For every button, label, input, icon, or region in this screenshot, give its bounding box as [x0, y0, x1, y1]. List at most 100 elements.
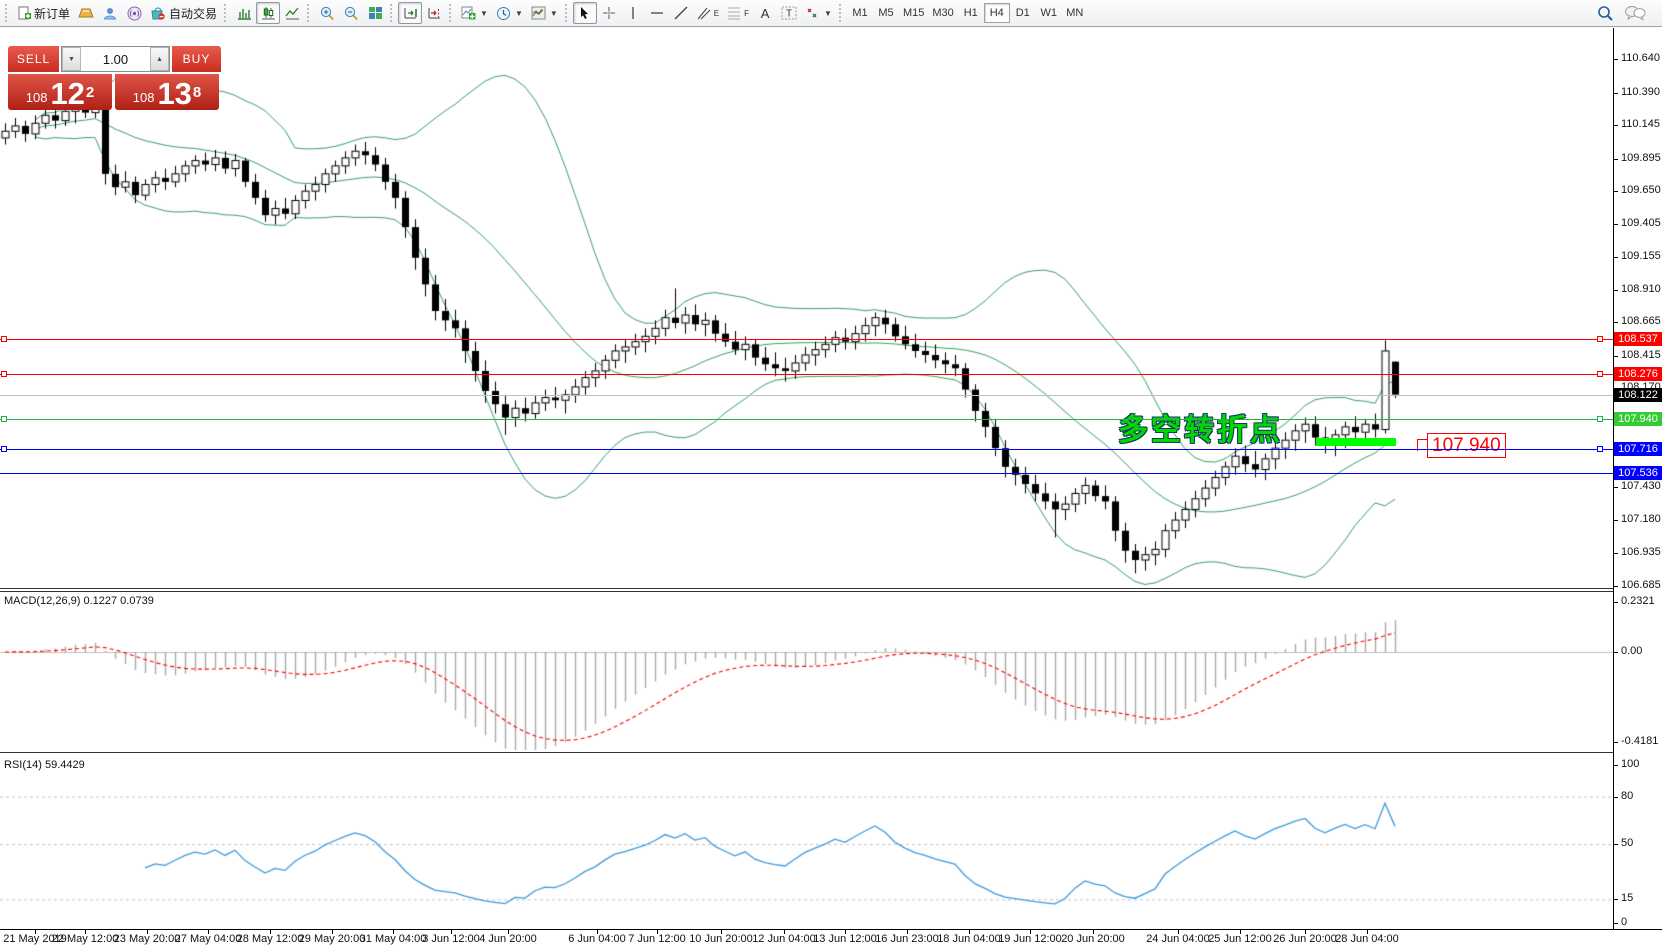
time-tick-mark: [784, 930, 785, 934]
sell-price-display[interactable]: 108 12 2: [8, 74, 112, 110]
new-order-button[interactable]: 新订单: [13, 2, 74, 24]
trendline-tool-button[interactable]: [669, 2, 693, 24]
bar-chart-icon: [237, 9, 251, 20]
new-order-icon: [18, 6, 31, 20]
vertical-line-tool-button[interactable]: [621, 2, 645, 24]
price-level-tag: 107.940: [1614, 411, 1662, 426]
line-handle[interactable]: [1, 336, 7, 343]
trendline-icon: [674, 6, 688, 20]
text-tool-button[interactable]: A: [753, 2, 777, 24]
buy-price-point: 8: [192, 84, 202, 101]
macd-tick-label: 0.00: [1621, 645, 1643, 657]
tile-windows-icon: [368, 7, 382, 19]
auto-trading-button[interactable]: 自动交易: [146, 2, 221, 24]
main-chart-canvas[interactable]: [0, 29, 1613, 588]
line-chart-icon: [285, 7, 299, 20]
horizontal-line-tool-button[interactable]: [645, 2, 669, 24]
tile-windows-button[interactable]: [363, 2, 387, 24]
line-handle[interactable]: [1597, 415, 1603, 422]
crosshair-tool-button[interactable]: [597, 2, 621, 24]
price-level-line[interactable]: [0, 472, 1613, 474]
price-level-line[interactable]: [0, 394, 1613, 396]
volume-input[interactable]: 1.00: [102, 51, 129, 67]
signal-button[interactable]: [122, 2, 146, 24]
timeframe-button-m5[interactable]: M5: [878, 7, 894, 19]
timeframe-button-mn[interactable]: MN: [1066, 7, 1084, 19]
auto-scroll-icon: [404, 8, 417, 19]
price-level-line[interactable]: [0, 374, 1613, 376]
price-tick-label: 106.935: [1621, 545, 1661, 558]
templates-button[interactable]: ▼: [527, 2, 562, 24]
zoom-in-button[interactable]: [315, 2, 339, 24]
buy-price-pips: 13: [157, 76, 192, 111]
gold-button[interactable]: [74, 2, 98, 24]
rsi-pane-canvas[interactable]: [0, 755, 1613, 929]
chart-shift-button[interactable]: [422, 2, 446, 24]
rsi-tick-label: 50: [1621, 837, 1634, 849]
timeframe-button-m15[interactable]: M15: [902, 7, 925, 19]
price-tick-label: 107.180: [1621, 513, 1661, 526]
macd-tick-mark: [1613, 602, 1618, 603]
channel-tool-letter: E: [713, 8, 720, 18]
line-chart-button[interactable]: [280, 2, 304, 24]
toolbar-grip: [449, 4, 454, 22]
price-level-line[interactable]: [0, 448, 1613, 450]
fibonacci-tool-button[interactable]: F: [723, 2, 753, 24]
dropdown-arrow-icon: ▼: [480, 8, 488, 18]
chat-icon[interactable]: [1624, 5, 1646, 21]
timeframe-button-h1[interactable]: H1: [963, 7, 978, 19]
dropdown-arrow-icon: ▼: [824, 8, 832, 18]
price-callout-label[interactable]: 107.940: [1427, 433, 1506, 458]
bar-chart-button[interactable]: [232, 2, 256, 24]
price-level-line[interactable]: [0, 418, 1613, 420]
price-tick-label: 110.145: [1621, 118, 1660, 131]
time-axis-label: 4 Jun 20:00: [479, 933, 537, 945]
line-handle[interactable]: [1, 371, 7, 378]
line-handle[interactable]: [1, 445, 7, 452]
community-button[interactable]: [98, 2, 122, 24]
time-tick-mark: [1178, 930, 1179, 934]
indicators-button[interactable]: ▼: [457, 2, 492, 24]
time-tick-mark: [1367, 930, 1368, 934]
search-icon[interactable]: [1597, 5, 1614, 22]
auto-scroll-button[interactable]: [398, 2, 423, 24]
timeframe-button-m1[interactable]: M1: [852, 7, 868, 19]
price-tick-mark: [1613, 125, 1618, 127]
time-axis-label: 7 Jun 12:00: [628, 933, 686, 945]
sell-button[interactable]: SELL: [8, 46, 59, 72]
buy-button[interactable]: BUY: [172, 46, 221, 72]
support-zone-rectangle[interactable]: [1316, 438, 1396, 446]
line-handle[interactable]: [1, 415, 7, 422]
macd-pane-canvas[interactable]: [0, 592, 1613, 752]
templates-icon: [531, 6, 546, 20]
time-tick-mark: [35, 930, 36, 934]
volume-increase-button[interactable]: ▲: [150, 47, 169, 71]
buy-price-display[interactable]: 108 13 8: [115, 74, 219, 110]
periods-button[interactable]: ▼: [492, 2, 527, 24]
auto-trading-label: 自动交易: [169, 6, 218, 21]
candlestick-chart-button[interactable]: [256, 2, 281, 24]
volume-decrease-button[interactable]: ▼: [62, 47, 81, 71]
price-axis-line: [1613, 28, 1614, 930]
gold-ingot-icon: [78, 8, 94, 18]
channel-tool-button[interactable]: E: [693, 2, 723, 24]
price-level-line[interactable]: [0, 339, 1613, 341]
line-handle[interactable]: [1597, 336, 1603, 343]
price-tick-mark: [1613, 223, 1618, 225]
crosshair-icon: [602, 7, 615, 19]
time-axis-label: 28 May 12:00: [236, 933, 304, 945]
chart-text-annotation[interactable]: 多空转折点: [1118, 414, 1283, 447]
line-handle[interactable]: [1597, 445, 1603, 452]
timeframe-button-m30[interactable]: M30: [932, 7, 954, 19]
cursor-tool-button[interactable]: [572, 2, 597, 24]
line-handle[interactable]: [1597, 371, 1603, 378]
timeframe-button-d1[interactable]: D1: [1015, 7, 1030, 19]
text-label-tool-button[interactable]: T: [777, 2, 801, 24]
timeframe-button-w1[interactable]: W1: [1040, 7, 1058, 19]
zoom-out-button[interactable]: [339, 2, 363, 24]
time-tick-mark: [907, 930, 908, 934]
timeframe-button-h4[interactable]: H4: [983, 3, 1010, 23]
pane-separator[interactable]: [0, 588, 1613, 592]
time-axis-label: 18 Jun 04:00: [937, 933, 1001, 945]
arrows-tool-button[interactable]: ▼: [801, 2, 836, 24]
